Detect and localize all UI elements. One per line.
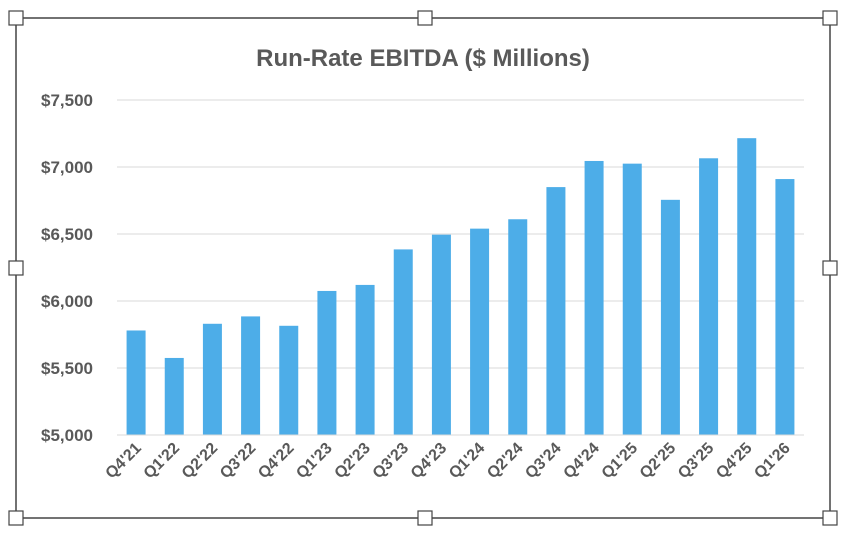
y-tick-label: $7,000 [41,158,93,177]
bar [241,316,261,435]
resize-handle-top-right[interactable] [822,10,838,26]
gridlines [117,99,804,369]
bar [470,228,490,435]
resize-handle-middle-right[interactable] [822,260,838,276]
bars [126,138,795,436]
bar [393,249,413,435]
bar [202,323,222,435]
y-tick-label: $6,500 [41,225,93,244]
bar [622,163,642,435]
resize-handle-bottom-left[interactable] [8,510,24,526]
y-tick-label: $5,000 [41,426,93,445]
bar [164,357,184,435]
bar [699,158,719,436]
bar [317,290,337,435]
y-tick-label: $6,000 [41,292,93,311]
y-axis-labels: $5,000 $5,500 $6,000 $6,500 $7,000 $7,500 [41,91,93,445]
bar [126,330,146,435]
bar [355,284,375,435]
bar [508,219,528,435]
bar [431,234,451,435]
bar [584,160,604,435]
y-tick-label: $5,500 [41,359,93,378]
bar [737,138,757,435]
bar [775,179,795,435]
y-tick-label: $7,500 [41,91,93,110]
bar [279,325,299,435]
resize-handle-top-middle[interactable] [417,10,433,26]
bar [660,199,680,435]
resize-handle-top-left[interactable] [8,10,24,26]
bar [546,187,566,435]
resize-handle-bottom-right[interactable] [822,510,838,526]
resize-handle-bottom-middle[interactable] [417,510,433,526]
resize-handle-middle-left[interactable] [8,260,24,276]
chart-title: Run-Rate EBITDA ($ Millions) [256,45,590,72]
